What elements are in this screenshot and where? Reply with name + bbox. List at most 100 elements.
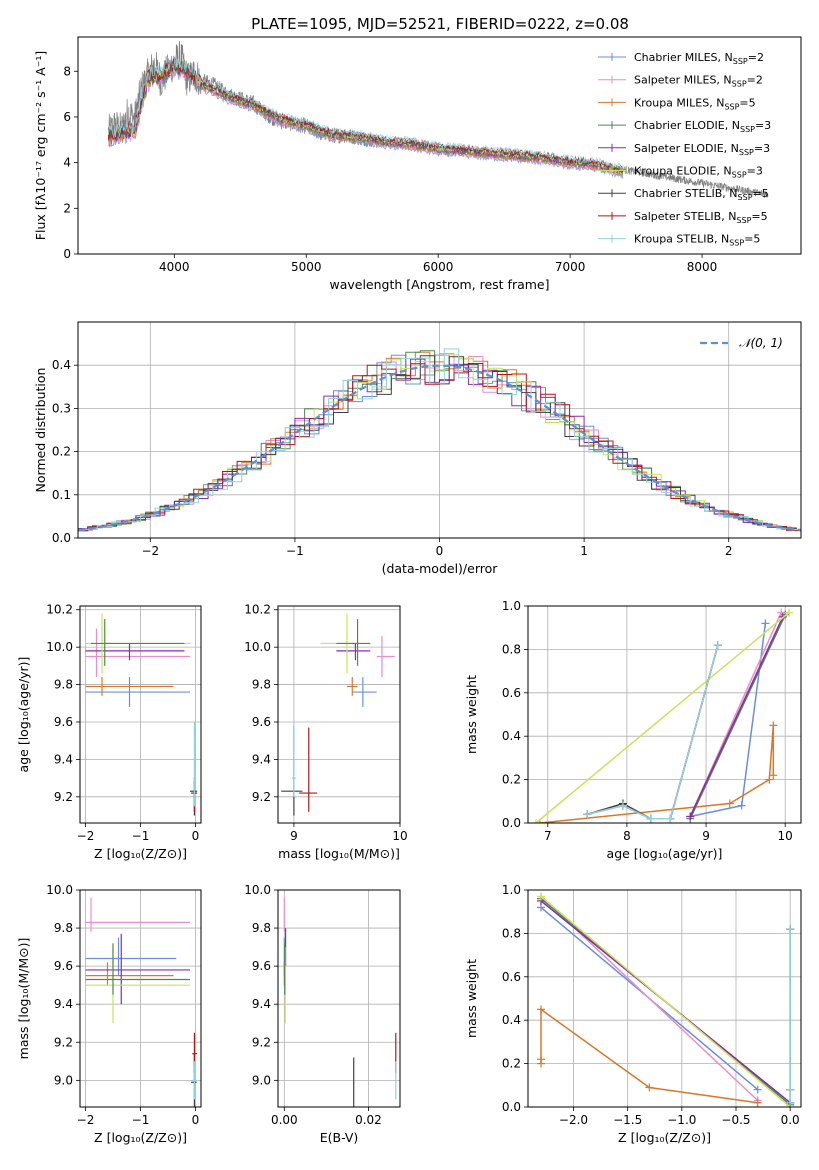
errorbar-chabrier-miles [85,937,177,976]
x-tick-label: −1 [132,1113,150,1127]
y-tick-label: 0.4 [502,1013,521,1027]
legend-label-subscript: SSP [732,171,747,180]
y-tick-label: 0 [63,247,71,261]
y-tick-label: 0.8 [502,642,521,656]
plot-frame [527,605,802,824]
plot-frame [77,36,802,255]
errorbar-chabrier-elodie [91,619,185,666]
figure-title: PLATE=1095, MJD=52521, FIBERID=0222, z=0… [251,15,629,33]
legend-label-kroupa-elodie: Kroupa ELODIE, NSSP=3 [634,165,763,180]
legend-label-suffix: =2 [747,74,763,87]
x-tick-label: 10 [392,829,407,843]
x-tick-label: −2 [77,1113,95,1127]
legend-label-text: Kroupa STELIB, N [634,233,729,246]
errorbar-chabrier-elodie [336,619,371,666]
x-tick-label: 2 [725,544,733,558]
y-axis-label: mass weight [464,959,479,1038]
x-tick-label: 5000 [291,260,322,274]
frame-age-vs-z: −2 −1 0 9.2 9.4 9.6 9.8 10.0 10.2 Z [log₁₀(Z/Z⊙)]… [16,603,202,861]
plot-frame [277,889,401,1108]
legend-label-salpeter-miles: Salpeter MILES, NSSP=2 [634,74,763,89]
frame-mass-weight-vs-age: 7 8 9 10 0.0 0.2 0.4 0.6 0.8 1.0 age [log₁₀(age/yr… [464,599,802,861]
errorbar-salpeter-elodie [336,643,371,661]
y-tick-label: 6 [63,110,71,124]
y-tick-label: 2 [63,201,71,215]
legend-label-salpeter-elodie: Salpeter ELODIE, NSSP=3 [634,142,770,157]
x-axis-label: E(B-V) [320,1130,359,1145]
weight-line [540,895,791,1107]
model-spectrum-kroupa-stelib [107,54,624,169]
y-tick-label: 9.8 [252,678,271,692]
frame-residuals: −2 −1 0 1 2 0.0 0.1 0.2 0.3 0.4 (data-model)/error… [33,321,802,576]
axes-age-vs-mass [278,606,401,823]
y-axis-label: mass weight [464,675,479,754]
frame-mass-weight-vs-z: −2.0 −1.5 −1.0 −0.5 0.0 0.0 0.2 0.4 0.6 0.8 1.0 Z [… [464,883,802,1145]
y-tick-label: 1.0 [502,883,521,897]
x-tick-label: 8000 [687,260,718,274]
x-tick-label: −2 [77,829,95,843]
y-tick-label: 1.0 [502,599,521,613]
y-axis-label: Flux [fλ10⁻¹⁷ erg cm⁻² s⁻¹ A⁻¹] [33,51,48,240]
legend-label-suffix: =5 [739,96,755,109]
weight-line [689,614,786,820]
legend-label-subscript: SSP [736,216,751,225]
legend-label-subscript: SSP [739,148,754,157]
errorbar-kroupa-stelib [291,721,297,797]
x-tick-label: 0 [192,829,200,843]
legend-label-subscript: SSP [740,125,755,134]
legend-label-kroupa-stelib: Kroupa STELIB, NSSP=5 [634,233,760,248]
weight-series-kroupa-elodie [531,608,794,823]
y-axis-label: age [log₁₀(age/yr)] [16,657,31,773]
x-tick-label: 1 [580,544,588,558]
legend-label-suffix: =5 [753,187,769,200]
y-tick-label: 0.2 [502,1057,521,1071]
weight-lines-mass-weight-vs-z [537,892,795,1107]
legend-label-chabrier-elodie: Chabrier ELODIE, NSSP=3 [634,119,771,134]
y-tick-label: 10.0 [46,883,73,897]
y-tick-label: 9.2 [252,1035,271,1049]
legend-label-text: Salpeter MILES, N [634,74,732,87]
errorbar-salpeter-stelib [299,727,318,812]
x-tick-label: 6000 [423,260,454,274]
legend-label-suffix: =5 [744,233,760,246]
x-tick-label: 0 [192,1113,200,1127]
legend-label-text: Chabrier MILES, N [634,51,733,64]
errorbar-chabrier-elodie [85,943,190,995]
y-tick-label: 9.6 [252,959,271,973]
legend-label-chabrier-stelib: Chabrier STELIB, NSSP=5 [634,187,769,202]
normal-curve [78,364,801,532]
y-tick-label: 9.0 [54,1073,73,1087]
errorbar-kroupa-miles [346,677,358,696]
x-tick-label: 0.02 [355,1113,382,1127]
x-axis-label: Z [log₁₀(Z/Z⊙)] [94,1130,187,1145]
errorbar-salpeter-miles [85,897,190,932]
y-tick-label: 0.6 [502,970,521,984]
y-tick-label: 9.0 [252,1073,271,1087]
x-axis-label: wavelength [Angstrom, rest frame] [329,277,549,292]
y-tick-label: 0.0 [502,816,521,830]
x-tick-label: −1.5 [613,1113,642,1127]
y-tick-label: 10.2 [46,603,73,617]
weight-series-kroupa-miles [535,721,778,823]
y-tick-label: 9.4 [252,997,271,1011]
x-tick-label: −1.0 [667,1113,696,1127]
y-tick-label: 10.0 [46,640,73,654]
errorbar-kroupa-miles [85,962,174,986]
y-tick-label: 0.2 [52,445,71,459]
legend-label-subscript: SSP [732,80,747,89]
frame-mass-vs-ebv: 0.00 0.02 9.0 9.2 9.4 9.6 9.8 10.0 E(B-V) [244,883,401,1145]
frame-spectrum: 4000 5000 6000 7000 8000 0 2 4 6 8 wavelength [Ang… [33,36,802,292]
errorbar-chabrier-miles [352,677,377,708]
legend-label-suffix: =3 [755,119,771,132]
y-tick-label: 9.6 [54,715,73,729]
legend-label-suffix: =5 [751,210,767,223]
y-tick-label: 9.4 [252,752,271,766]
legend-label-suffix: =3 [754,142,770,155]
y-axis-label: Normed distribution [33,368,48,493]
x-tick-label: 8 [623,829,631,843]
y-tick-label: 9.8 [252,921,271,935]
